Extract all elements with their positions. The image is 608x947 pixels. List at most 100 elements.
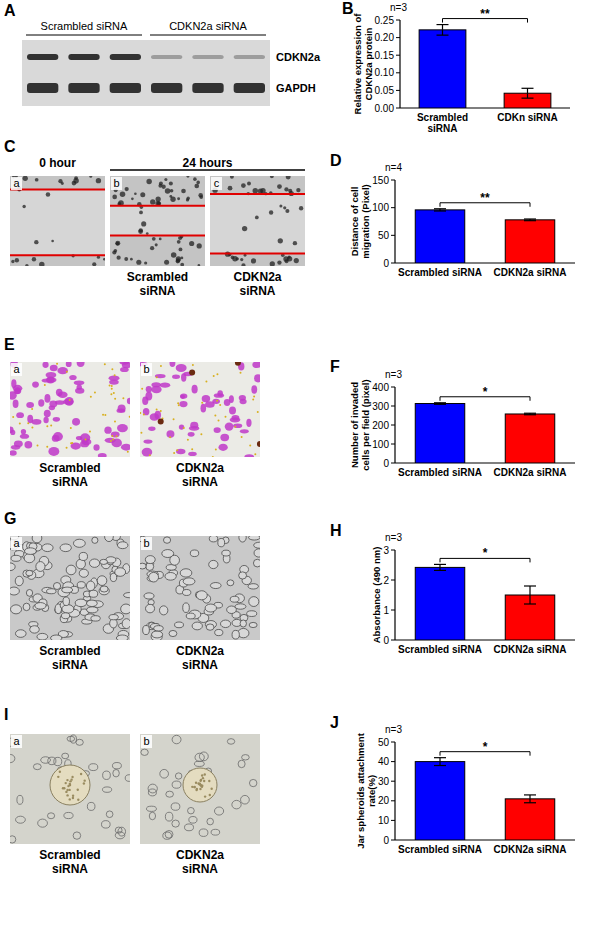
category-label: Scrambled	[417, 112, 468, 123]
spheroid-cell	[208, 780, 210, 782]
image-bg	[210, 176, 305, 266]
error-cap	[524, 585, 536, 586]
spheroid-cell	[204, 795, 206, 797]
panel-letter: J	[330, 714, 339, 731]
cell	[109, 379, 119, 384]
pore	[66, 447, 68, 449]
cell	[251, 258, 256, 263]
cell	[146, 604, 155, 613]
cell	[183, 578, 195, 585]
cell	[87, 600, 98, 606]
cell	[217, 390, 223, 396]
marks	[415, 758, 555, 840]
cell	[205, 604, 216, 612]
cell	[201, 404, 207, 413]
pore	[205, 380, 207, 382]
cell	[120, 367, 129, 372]
subtitle: n=3	[390, 2, 407, 13]
cell	[235, 604, 246, 609]
group-line	[26, 35, 142, 36]
error-cap	[434, 404, 446, 405]
band	[110, 54, 141, 60]
cell	[25, 264, 29, 266]
cell	[44, 394, 50, 403]
cell	[62, 587, 73, 593]
cell	[109, 615, 118, 620]
cell	[26, 570, 33, 576]
cell	[73, 832, 81, 839]
cell	[170, 189, 174, 193]
cell	[209, 536, 217, 542]
cell	[89, 559, 99, 567]
bar	[419, 30, 466, 108]
spheroid	[183, 768, 217, 802]
tick-label: 100	[372, 439, 389, 450]
cell	[198, 264, 201, 266]
cell	[10, 430, 15, 435]
cell	[188, 807, 195, 813]
cell	[186, 176, 189, 178]
cell	[62, 753, 69, 759]
cell	[10, 836, 16, 843]
chart: n=30123Absorbance (490 nm)Scrambled siRN…	[371, 532, 575, 655]
tag-bg	[11, 363, 22, 376]
significance: **	[480, 191, 490, 205]
bar	[415, 762, 465, 840]
error-bar	[524, 413, 536, 415]
cell	[67, 736, 75, 741]
caption: siRNA	[182, 658, 218, 672]
cell	[248, 536, 260, 540]
cell	[160, 383, 171, 388]
cell	[166, 430, 174, 438]
cell	[209, 560, 218, 568]
wound-edge	[210, 193, 305, 195]
cell	[139, 210, 143, 214]
cell	[255, 216, 259, 220]
cell	[117, 424, 128, 432]
cell	[100, 559, 108, 564]
cell	[254, 374, 260, 382]
cell	[34, 240, 38, 244]
cell	[64, 812, 73, 818]
cell	[218, 444, 227, 451]
pore	[111, 388, 113, 390]
wound-gap	[210, 194, 305, 253]
pore	[122, 397, 124, 399]
cell	[253, 559, 260, 567]
micrograph	[140, 536, 260, 640]
cell	[252, 362, 260, 368]
tick-label: 100	[372, 202, 389, 213]
cell	[192, 622, 202, 630]
cell	[11, 605, 22, 614]
cell	[105, 438, 116, 443]
cell	[141, 221, 146, 226]
cell	[115, 241, 120, 246]
pore	[143, 413, 145, 415]
image-bg	[10, 734, 130, 844]
cell	[48, 447, 59, 456]
cell	[254, 542, 260, 548]
category-label: CDKn siRNA	[497, 112, 558, 123]
cell	[89, 590, 98, 597]
cell	[285, 259, 289, 263]
tick-label: 50	[378, 737, 390, 748]
pore	[200, 433, 202, 435]
caption: Scrambled	[39, 848, 100, 862]
image-bg	[140, 536, 260, 640]
caption: siRNA	[52, 862, 88, 876]
pore	[46, 425, 48, 427]
cell	[151, 382, 160, 387]
pore	[111, 368, 113, 370]
spheroid-cell	[203, 780, 205, 782]
cell	[163, 832, 172, 839]
cell	[15, 576, 23, 585]
spheroid-cell	[83, 779, 85, 781]
panel-letter: A	[4, 2, 16, 19]
cell	[172, 735, 181, 743]
cell	[230, 417, 241, 422]
error-line	[527, 88, 528, 93]
cell	[16, 816, 26, 823]
cell	[149, 812, 155, 820]
pore	[27, 422, 29, 424]
caption: Scrambled	[127, 270, 188, 284]
